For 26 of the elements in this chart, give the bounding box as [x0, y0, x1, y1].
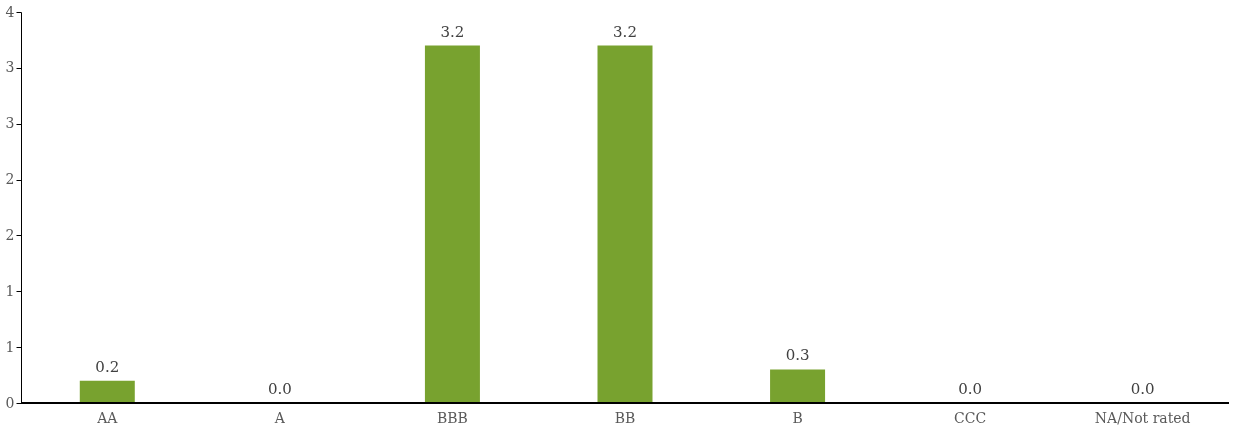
- data-label: 0.0: [267, 380, 292, 398]
- data-label: 0.3: [785, 346, 810, 365]
- data-label: 0.2: [95, 357, 120, 376]
- y-tick-label: 1: [5, 338, 15, 355]
- data-label: 3.2: [613, 22, 637, 41]
- bar: [424, 45, 480, 403]
- y-tick-label: 1: [5, 282, 15, 299]
- x-tick-label: B: [792, 409, 803, 426]
- y-tick-label: 2: [5, 226, 15, 243]
- x-tick-label: NA/Not rated: [1094, 409, 1191, 426]
- bar: [770, 369, 826, 403]
- bar: [597, 45, 653, 403]
- y-tick-label: 2: [5, 171, 15, 188]
- y-tick-label: 3: [5, 59, 15, 76]
- bar: [79, 380, 135, 403]
- y-tick-label: 0: [5, 394, 15, 411]
- x-tick-label: BB: [614, 409, 636, 426]
- x-tick-label: A: [273, 409, 286, 426]
- x-tick-label: CCC: [954, 409, 987, 426]
- x-tick-label: AA: [96, 409, 119, 426]
- data-label: 0.0: [958, 380, 983, 398]
- data-label: 0.0: [1130, 380, 1155, 398]
- data-label: 3.2: [440, 22, 465, 41]
- x-tick-label: BBB: [436, 409, 468, 426]
- y-tick-label: 3: [5, 115, 15, 132]
- y-tick-label: 4: [5, 3, 15, 20]
